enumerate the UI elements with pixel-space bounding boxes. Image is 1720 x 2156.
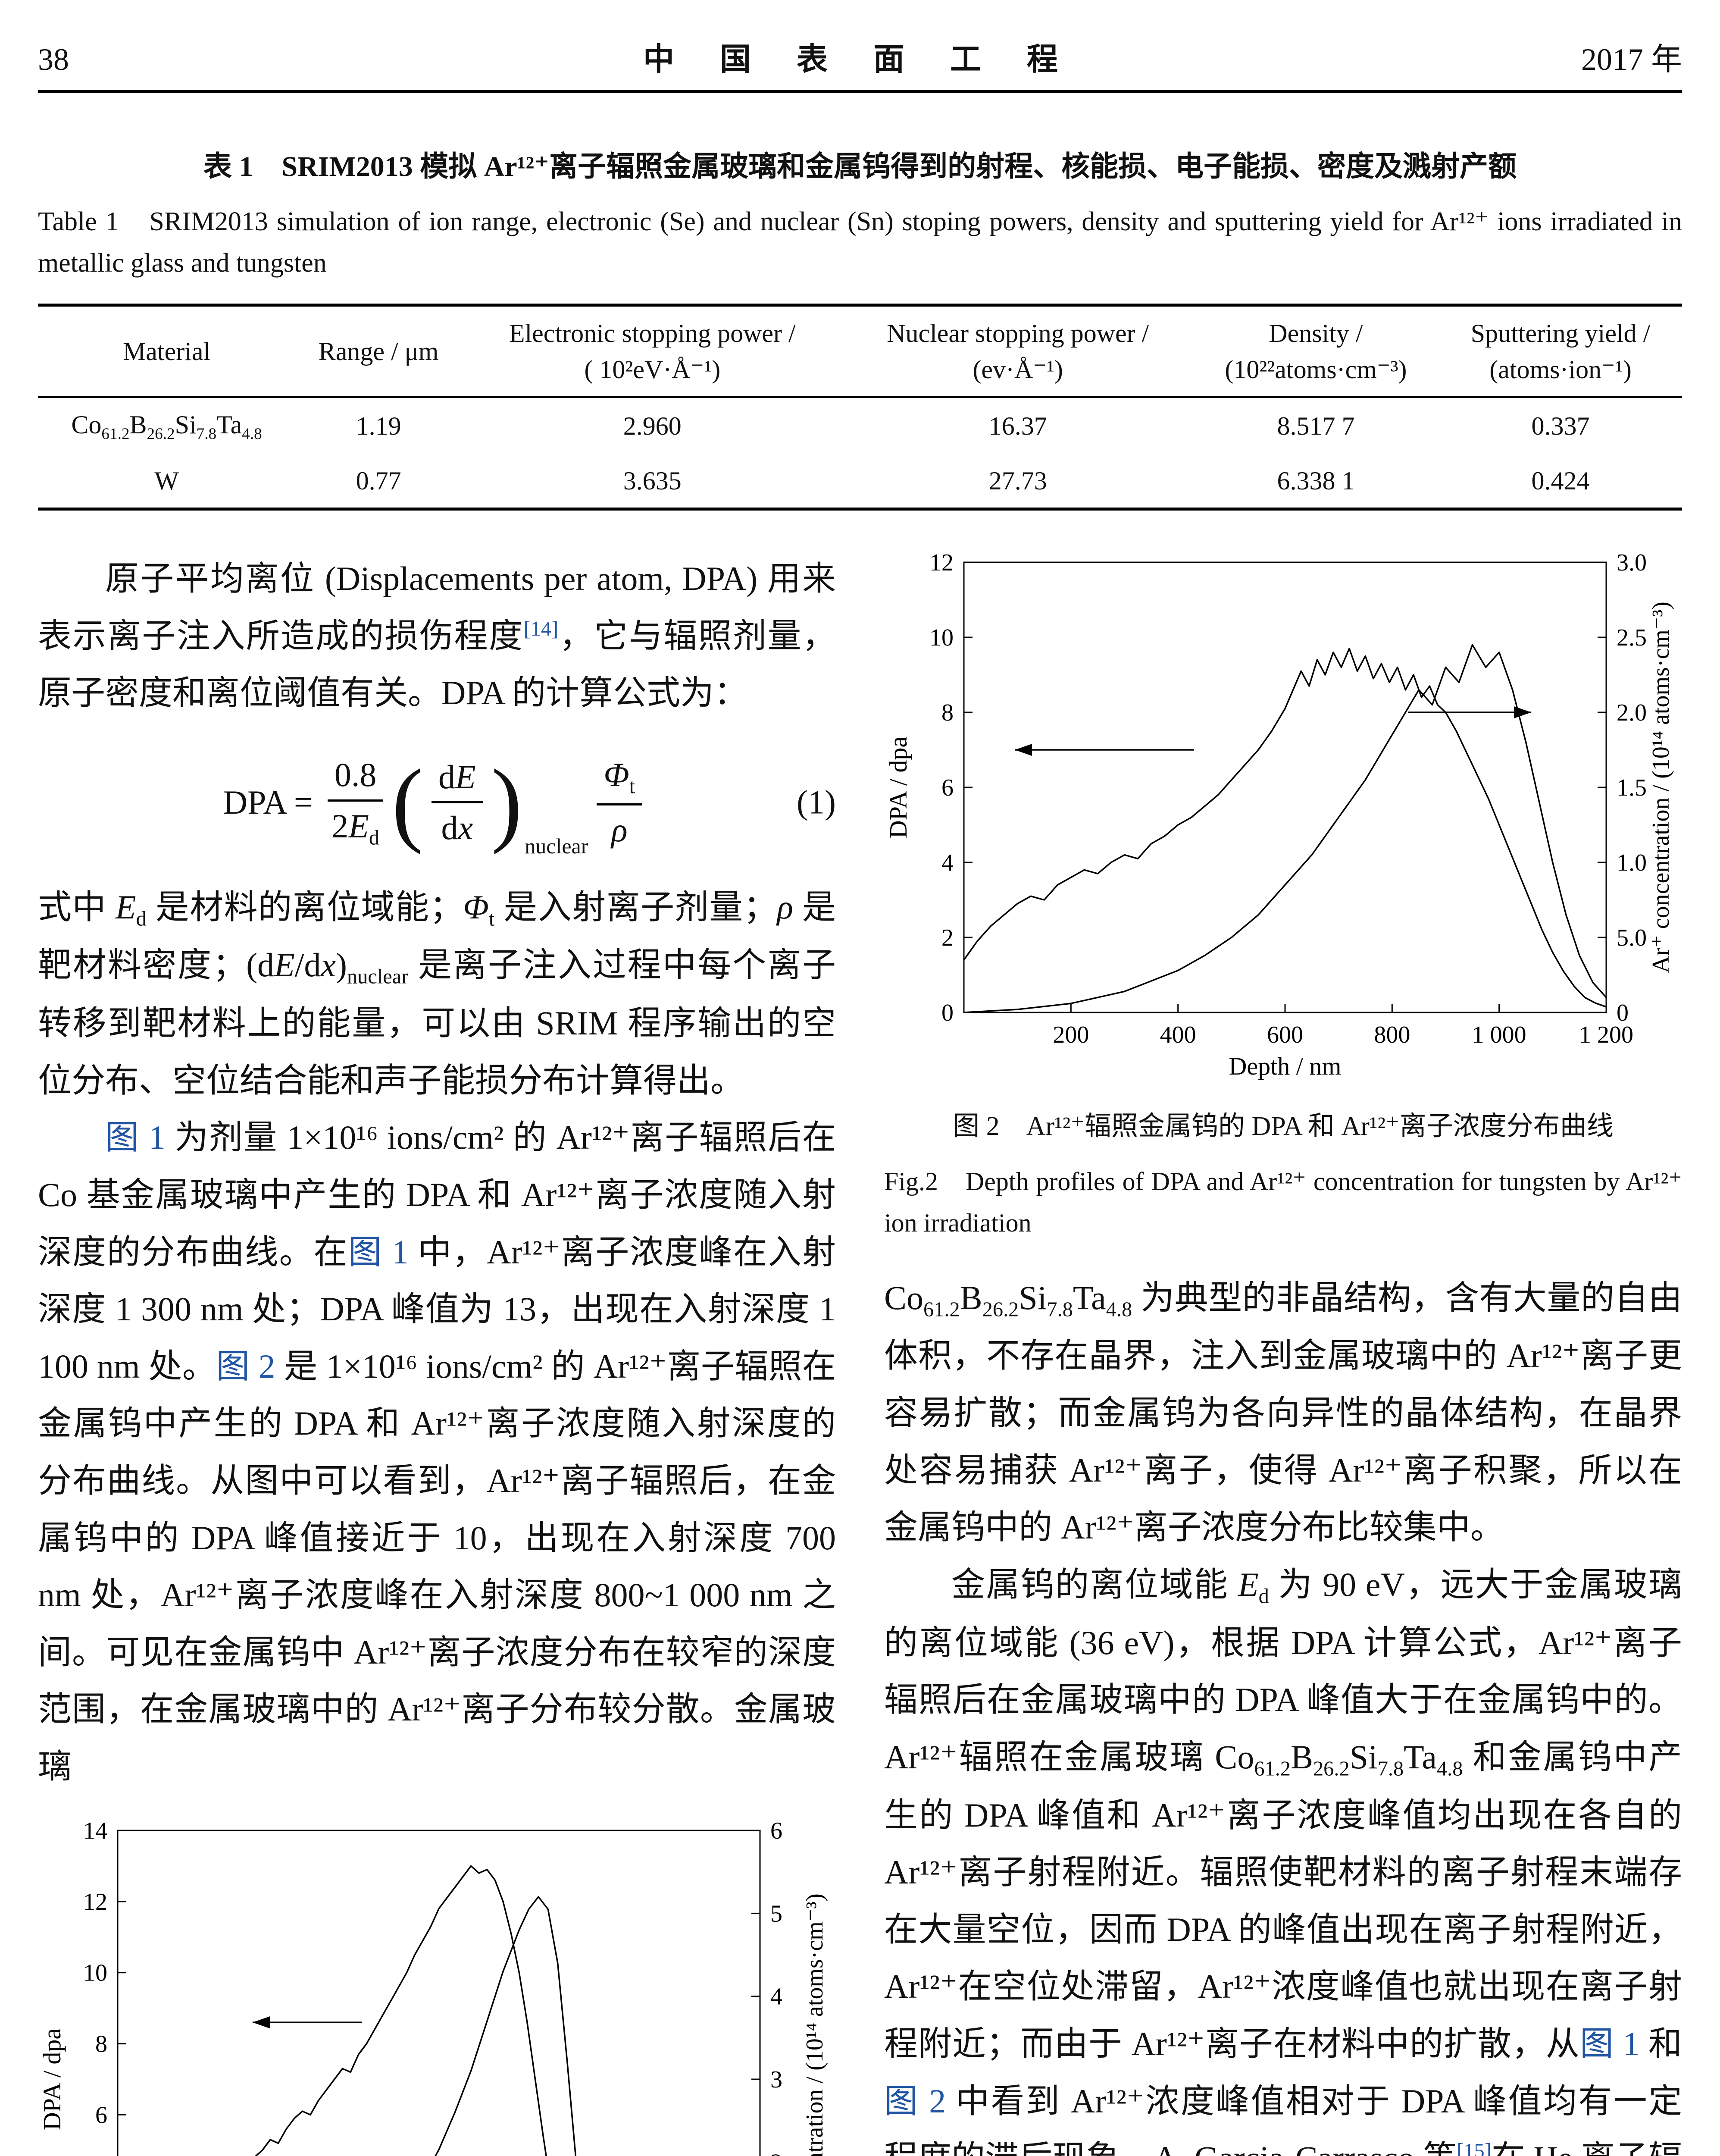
table-row: W 0.77 3.635 27.73 6.338 1 0.424 bbox=[38, 454, 1682, 509]
col-header-range: Range / μm bbox=[318, 337, 439, 366]
svg-text:8: 8 bbox=[95, 2031, 107, 2058]
fig2-caption-en: Fig.2 Depth profiles of DPA and Ar¹²⁺ co… bbox=[884, 1167, 1682, 1237]
svg-text:Ar⁺ concentration / (10¹⁴ atom: Ar⁺ concentration / (10¹⁴ atoms·cm⁻³) bbox=[801, 1894, 828, 2156]
svg-text:8: 8 bbox=[941, 699, 954, 726]
fig2-caption-zh: 图 2 Ar¹²⁺辐照金属钨的 DPA 和 Ar¹²⁺离子浓度分布曲线 bbox=[953, 1112, 1614, 1141]
plot-frame bbox=[117, 1830, 761, 2156]
nuclear-subscript: nuclear bbox=[525, 834, 588, 858]
svg-text:6: 6 bbox=[941, 774, 954, 801]
col-header-density: Density / (10²²atoms·cm⁻³) bbox=[1225, 319, 1407, 384]
svg-text:3: 3 bbox=[770, 2066, 782, 2093]
table-caption-en: Table 1 SRIM2013 simulation of ion range… bbox=[38, 207, 1682, 278]
cell-material: W bbox=[154, 467, 179, 495]
svg-text:1 200: 1 200 bbox=[1579, 1022, 1633, 1048]
svg-text:5: 5 bbox=[770, 1901, 782, 1927]
paragraph-dpa-intro: 原子平均离位 (Displacements per atom, DPA) 用来表… bbox=[38, 560, 836, 712]
svg-text:1.0: 1.0 bbox=[1617, 849, 1647, 876]
series-DPA bbox=[963, 648, 1607, 1008]
journal-title: 中 国 表 面 工 程 bbox=[643, 42, 1077, 77]
left-column: 原子平均离位 (Displacements per atom, DPA) 用来表… bbox=[38, 550, 836, 2156]
svg-text:0: 0 bbox=[1617, 1000, 1629, 1026]
paragraph-glass-structure: Co61.2B26.2Si7.8Ta4.8 为典型的非晶结构，含有大量的自由体积… bbox=[884, 1279, 1682, 1546]
cell-density: 8.517 7 bbox=[1277, 412, 1355, 441]
svg-text:2.5: 2.5 bbox=[1617, 624, 1647, 651]
fig2-chart: 200 400 600 800 1 000 1 20002468101205.01.01.… bbox=[884, 550, 1674, 1080]
equation-lhs: DPA = bbox=[223, 783, 313, 821]
svg-text:5.0: 5.0 bbox=[1617, 924, 1647, 951]
series-Ar-concentration bbox=[435, 1896, 577, 2156]
arrow-head bbox=[252, 2016, 270, 2029]
equation-number: (1) bbox=[797, 783, 836, 821]
svg-text:600: 600 bbox=[1267, 1022, 1303, 1048]
cell-nuclear: 27.73 bbox=[988, 467, 1047, 495]
svg-text:12: 12 bbox=[83, 1889, 107, 1915]
svg-text:6: 6 bbox=[770, 1818, 782, 1844]
svg-text:Ar⁺ concentration / (10¹⁴ atom: Ar⁺ concentration / (10¹⁴ atoms·cm⁻³) bbox=[1648, 602, 1674, 973]
svg-text:Depth / nm: Depth / nm bbox=[1229, 1052, 1342, 1080]
svg-text:10: 10 bbox=[929, 624, 954, 651]
figure-2: 200 400 600 800 1 000 1 200 0 2 4 6 8 10 12 0 5.0 1.0 1.… bbox=[884, 550, 1682, 1243]
cell-electronic: 3.635 bbox=[623, 467, 682, 495]
cell-range: 0.77 bbox=[356, 467, 401, 495]
svg-text:400: 400 bbox=[1160, 1022, 1196, 1048]
svg-text:200: 200 bbox=[1053, 1022, 1089, 1048]
svg-text:DPA / dpa: DPA / dpa bbox=[38, 2028, 66, 2130]
svg-text:2: 2 bbox=[941, 924, 954, 951]
svg-text:3.0: 3.0 bbox=[1617, 550, 1647, 576]
cell-sputtering: 0.337 bbox=[1531, 412, 1590, 441]
publication-year: 2017 年 bbox=[1581, 42, 1682, 77]
series-Ar-concentration bbox=[963, 644, 1607, 1014]
svg-text:1 000: 1 000 bbox=[1472, 1022, 1526, 1048]
col-header-nuclear: Nuclear stopping power / (ev·Å⁻¹) bbox=[887, 319, 1149, 384]
svg-text:800: 800 bbox=[1374, 1022, 1410, 1048]
svg-text:12: 12 bbox=[929, 550, 954, 576]
table-row: Co61.2B26.2Si7.8Ta4.8 1.19 2.960 16.37 8… bbox=[38, 397, 1682, 454]
right-column: 200 400 600 800 1 000 1 200 0 2 4 6 8 10 12 0 5.0 1.0 1.… bbox=[884, 550, 1682, 2156]
fraction-fluence-density: Φt ρ bbox=[597, 754, 642, 851]
svg-text:2: 2 bbox=[770, 2150, 782, 2156]
equation-dpa: DPA = 0.8 2Ed ( dE dx ) nuclear Φt ρ bbox=[38, 749, 836, 858]
cell-electronic: 2.960 bbox=[623, 412, 682, 441]
figure-1: 04008001 2001 6002 000024681012140123456… bbox=[38, 1818, 836, 2156]
cell-sputtering: 0.424 bbox=[1531, 467, 1590, 495]
paragraph-formula-terms: 式中 Ed 是材料的离位域能；Φt 是入射离子剂量；ρ 是靶材料密度；(dE/d… bbox=[38, 888, 836, 1099]
arrow-head bbox=[1514, 706, 1532, 719]
fraction-coefficient: 0.8 2Ed bbox=[327, 754, 384, 851]
svg-text:6: 6 bbox=[95, 2102, 107, 2129]
left-paren: ( bbox=[392, 749, 423, 855]
col-header-electronic: Electronic stopping power /( 10²eV·Å⁻¹) bbox=[509, 319, 796, 384]
table-header-row: Material Range / μm Electronic stopping … bbox=[38, 305, 1682, 398]
srim-results-table: Material Range / μm Electronic stopping … bbox=[38, 304, 1682, 511]
cell-density: 6.338 1 bbox=[1277, 467, 1355, 495]
svg-text:14: 14 bbox=[83, 1818, 107, 1844]
running-header: 38 中 国 表 面 工 程 2017 年 bbox=[38, 34, 1682, 93]
body-columns: 原子平均离位 (Displacements per atom, DPA) 用来表… bbox=[38, 550, 1682, 2156]
paragraph-fig1-fig2-discussion: 图 1 为剂量 1×10¹⁶ ions/cm² 的 Ar¹²⁺离子辐照后在 Co… bbox=[38, 1119, 836, 1785]
plot-frame bbox=[963, 561, 1607, 1013]
series-DPA bbox=[255, 1865, 547, 2156]
col-header-sputtering: Sputtering yield / (atoms·ion⁻¹) bbox=[1470, 319, 1651, 384]
svg-text:1.5: 1.5 bbox=[1617, 774, 1647, 801]
table-caption-zh: 表 1 SRIM2013 模拟 Ar¹²⁺离子辐照金属玻璃和金属钨得到的射程、核… bbox=[203, 151, 1517, 182]
cell-material: Co61.2B26.2Si7.8Ta4.8 bbox=[71, 411, 262, 443]
fig1-chart: 04008001 2001 6002 000024681012140123456… bbox=[38, 1818, 828, 2156]
svg-text:4: 4 bbox=[941, 849, 954, 876]
right-paren: ) bbox=[491, 749, 522, 855]
svg-text:2.0: 2.0 bbox=[1617, 699, 1647, 726]
fraction-dedx-group: ( dE dx ) nuclear bbox=[392, 749, 588, 858]
svg-text:DPA / dpa: DPA / dpa bbox=[884, 736, 912, 838]
cell-nuclear: 16.37 bbox=[988, 412, 1047, 441]
paragraph-ed-comparison: 金属钨的离位域能 Ed 为 90 eV，远大于金属玻璃的离位域能 (36 eV)… bbox=[884, 1565, 1682, 2156]
cell-range: 1.19 bbox=[356, 412, 401, 441]
svg-text:0: 0 bbox=[941, 1000, 954, 1026]
page-number: 38 bbox=[38, 42, 69, 77]
col-header-material: Material bbox=[122, 337, 211, 366]
svg-text:4: 4 bbox=[770, 1984, 782, 2010]
svg-text:10: 10 bbox=[83, 1960, 107, 1987]
arrow-head bbox=[1014, 744, 1032, 756]
